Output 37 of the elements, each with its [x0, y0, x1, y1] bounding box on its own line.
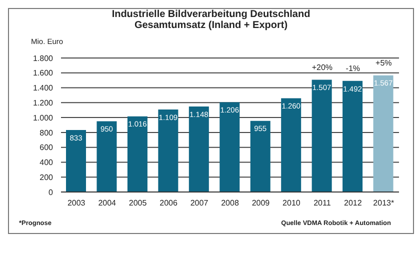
annotation: +20%: [312, 62, 333, 72]
x-tick-label: 2012: [344, 198, 362, 208]
bar: [127, 116, 148, 192]
y-tick-label: 200: [40, 172, 54, 182]
x-tick-label: 2011: [314, 198, 332, 208]
y-tick-label: 1.600: [32, 68, 54, 78]
bar: [188, 106, 209, 192]
y-tick-label: 600: [40, 143, 54, 152]
y-tick-label: 1.800: [32, 54, 54, 63]
bar: [373, 75, 394, 192]
x-tick-label: 2003: [67, 198, 86, 208]
bar: [66, 130, 86, 192]
chart-subtitle: Gesamtumsatz (Inland + Export): [133, 20, 289, 31]
x-tick-label: 2009: [252, 198, 270, 208]
bar: [250, 120, 270, 192]
x-tick-label: 2008: [221, 198, 240, 208]
annotation: -1%: [346, 64, 360, 73]
y-tick-label: 400: [40, 158, 54, 168]
x-tick-label: 2006: [160, 198, 178, 208]
y-tick-label: 800: [40, 128, 54, 138]
bar: [342, 80, 363, 192]
y-tick-label: 1.400: [32, 84, 54, 93]
bar: [220, 102, 240, 192]
bar: [158, 109, 178, 192]
bar: [281, 98, 302, 192]
y-tick-label: 0: [48, 188, 54, 197]
bar: [96, 121, 117, 192]
y-tick-label: 1.200: [32, 98, 54, 108]
x-tick-label: 2010: [282, 198, 301, 208]
annotation: +5%: [376, 58, 392, 68]
x-tick-label: 2004: [98, 198, 117, 208]
y-tick-label: 1.000: [32, 113, 54, 122]
x-tick-label: 2013*: [373, 198, 394, 208]
x-tick-label: 2007: [190, 198, 209, 208]
chart-title: Industrielle Bildverarbeitung Deutschland: [110, 9, 312, 20]
bar: [312, 80, 332, 192]
x-tick-label: 2005: [128, 198, 148, 208]
